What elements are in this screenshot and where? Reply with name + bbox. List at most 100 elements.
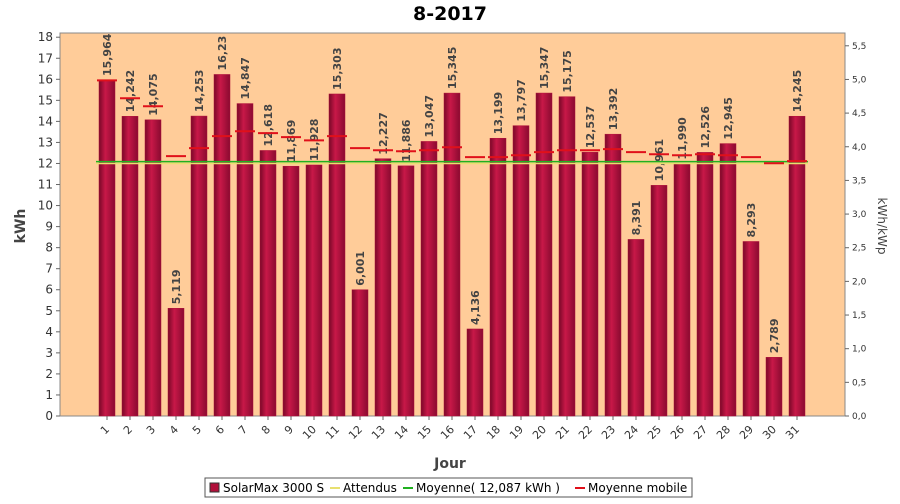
x-tick-label: 1 (98, 423, 112, 437)
y-tick-label: 17 (38, 51, 53, 65)
bar (236, 103, 254, 417)
bar (673, 163, 691, 417)
x-tick-label: 27 (691, 423, 710, 442)
x-tick-label: 19 (507, 423, 526, 442)
bar (259, 150, 277, 417)
x-tick-label: 3 (144, 423, 158, 437)
bar (742, 241, 760, 417)
value-label: 15,964 (101, 33, 114, 76)
y-tick-label: 1 (45, 388, 53, 402)
y-tick-label: 0 (45, 409, 53, 423)
bar (443, 92, 461, 417)
y2-tick-label: 0,0 (852, 412, 867, 422)
bar (144, 119, 162, 417)
bar (466, 328, 484, 417)
bar (374, 158, 392, 417)
value-label: 11,886 (400, 119, 413, 162)
x-tick-label: 16 (438, 423, 457, 442)
x-tick-label: 18 (484, 423, 503, 442)
x-tick-label: 2 (121, 423, 135, 437)
x-tick-label: 13 (369, 423, 388, 442)
value-label: 8,391 (630, 201, 643, 236)
bar (121, 116, 139, 417)
y2-tick-label: 2,5 (852, 244, 866, 254)
y2-tick-label: 0,5 (852, 378, 866, 388)
y-tick-label: 8 (45, 241, 53, 255)
bar (397, 165, 415, 417)
value-label: 11,869 (285, 120, 298, 162)
value-label: 11,990 (676, 117, 689, 160)
bar (489, 137, 507, 417)
bar (788, 115, 806, 417)
value-label: 15,303 (331, 48, 344, 90)
y2-tick-label: 5,5 (852, 42, 866, 52)
y-tick-label: 12 (38, 156, 53, 170)
bar (765, 357, 783, 417)
bar (420, 141, 438, 417)
value-label: 2,789 (768, 319, 781, 354)
chart-title: 8-2017 (413, 3, 487, 25)
value-label: 14,245 (791, 70, 804, 112)
value-label: 14,242 (124, 70, 137, 112)
y2-tick-label: 3,0 (852, 210, 867, 220)
x-tick-label: 22 (576, 423, 595, 442)
legend-label: Attendus (343, 481, 397, 495)
value-label: 10,961 (653, 139, 666, 181)
x-tick-label: 15 (415, 423, 434, 442)
y-tick-label: 18 (38, 30, 53, 44)
x-tick-label: 30 (760, 423, 779, 442)
y2-tick-label: 4,0 (852, 143, 867, 153)
y-tick-label: 7 (45, 262, 53, 276)
bar (328, 93, 346, 417)
x-tick-label: 10 (300, 423, 319, 442)
legend-label: SolarMax 3000 S (223, 481, 324, 495)
y2-tick-label: 4,5 (852, 109, 866, 119)
value-label: 15,175 (561, 50, 574, 92)
x-tick-label: 25 (645, 423, 664, 442)
y2-tick-label: 2,0 (852, 277, 867, 287)
y-tick-label: 10 (38, 199, 53, 213)
y-tick-label: 2 (45, 367, 53, 381)
x-tick-label: 21 (553, 423, 572, 442)
bar (282, 165, 300, 417)
value-label: 14,847 (239, 57, 252, 99)
x-tick-label: 11 (323, 423, 342, 442)
x-tick-label: 26 (668, 423, 687, 442)
y-tick-label: 4 (45, 325, 53, 339)
y-tick-label: 15 (38, 93, 53, 107)
value-label: 13,392 (607, 88, 620, 130)
bar (719, 143, 737, 417)
legend-label: Moyenne( 12,087 kWh ) (416, 481, 560, 495)
y-tick-label: 9 (45, 220, 53, 234)
legend-box (204, 477, 693, 498)
x-tick-label: 28 (714, 423, 733, 442)
bar (696, 152, 714, 417)
y2-tick-label: 3,5 (852, 176, 866, 186)
x-tick-label: 17 (461, 423, 480, 442)
value-label: 15,345 (446, 47, 459, 89)
value-label: 12,945 (722, 97, 735, 139)
y-tick-label: 16 (38, 72, 53, 86)
x-tick-label: 24 (622, 423, 641, 442)
value-label: 13,199 (492, 92, 505, 134)
y2-tick-label: 1,0 (852, 345, 867, 355)
value-label: 12,618 (262, 104, 275, 146)
bar (558, 96, 576, 417)
value-label: 5,119 (170, 269, 183, 304)
value-label: 14,075 (147, 73, 160, 115)
bar (213, 74, 231, 417)
y-axis-title: kWh (13, 209, 29, 244)
x-tick-label: 7 (236, 423, 250, 437)
x-tick-label: 6 (213, 423, 227, 437)
x-tick-label: 8 (259, 423, 273, 437)
x-tick-label: 23 (599, 423, 618, 442)
bar (351, 289, 369, 417)
value-label: 16,23 (216, 36, 229, 71)
y-tick-label: 14 (38, 114, 53, 128)
x-tick-label: 5 (190, 423, 204, 437)
bar (167, 308, 185, 417)
value-label: 13,797 (515, 79, 528, 121)
x-axis-title: Jour (433, 456, 466, 472)
